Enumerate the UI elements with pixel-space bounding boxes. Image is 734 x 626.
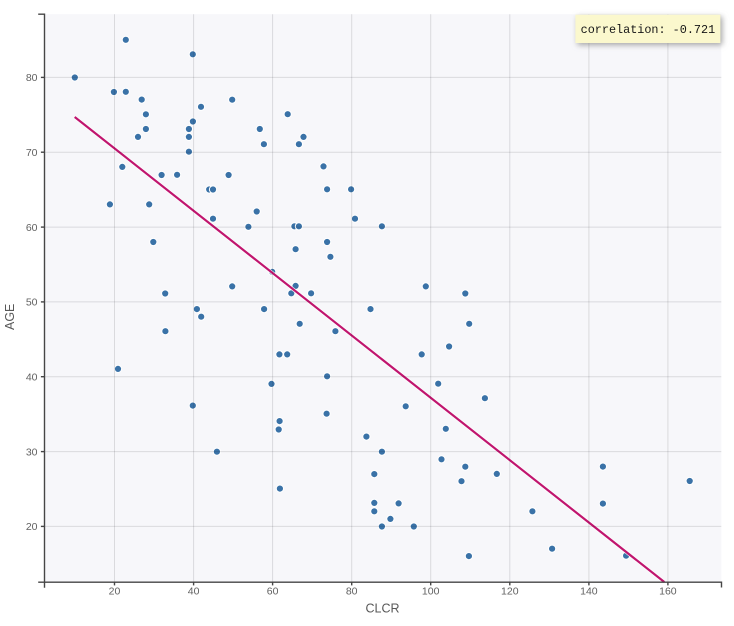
svg-text:40: 40	[188, 586, 200, 598]
svg-text:correlation: -0.721: correlation: -0.721	[581, 23, 716, 37]
svg-text:80: 80	[26, 72, 38, 84]
svg-text:120: 120	[501, 586, 519, 598]
svg-text:60: 60	[267, 586, 279, 598]
svg-text:CLCR: CLCR	[365, 602, 399, 616]
svg-text:50: 50	[26, 297, 38, 309]
svg-text:40: 40	[26, 372, 38, 384]
svg-text:70: 70	[26, 147, 38, 159]
svg-text:160: 160	[659, 586, 677, 598]
svg-text:30: 30	[26, 446, 38, 458]
svg-text:AGE: AGE	[3, 304, 17, 330]
svg-text:20: 20	[26, 521, 38, 533]
svg-text:20: 20	[109, 586, 121, 598]
svg-text:60: 60	[26, 222, 38, 234]
svg-text:80: 80	[346, 586, 358, 598]
svg-text:140: 140	[580, 586, 598, 598]
svg-text:100: 100	[422, 586, 440, 598]
